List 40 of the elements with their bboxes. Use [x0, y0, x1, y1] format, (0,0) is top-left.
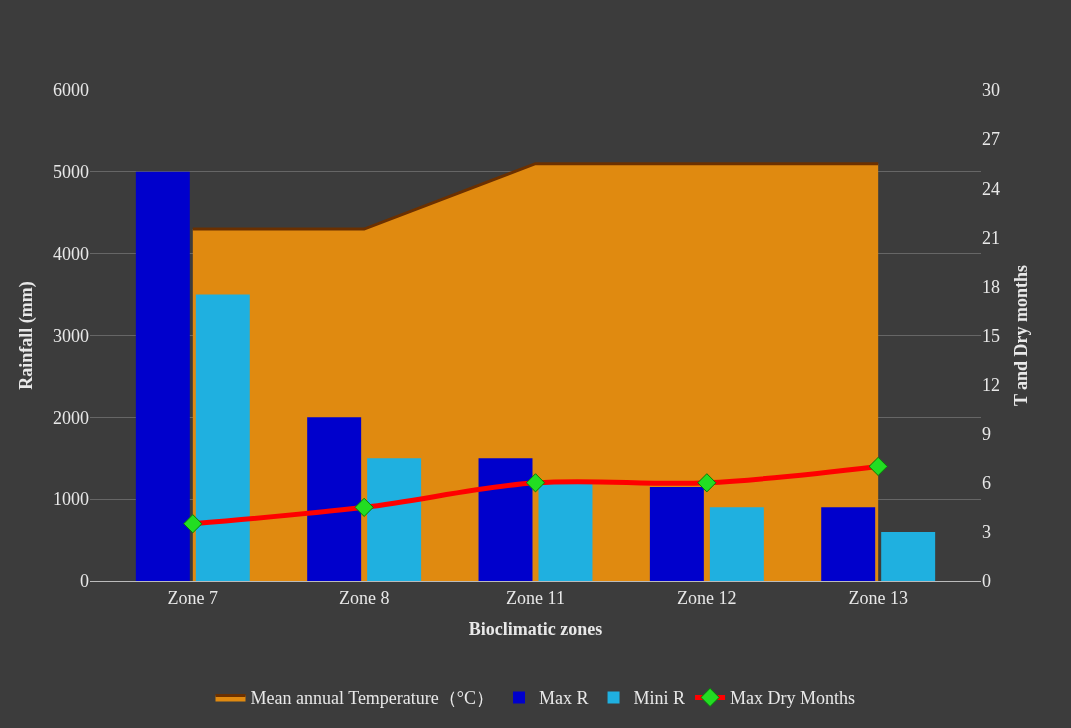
x-axis-title: Bioclimatic zones — [468, 618, 603, 639]
y-axis-title: Rainfall (mm) — [16, 281, 38, 390]
y-tick-label: 2000 — [53, 407, 89, 428]
bar — [367, 458, 422, 581]
bar — [478, 458, 533, 581]
x-tick-label: Zone 8 — [338, 587, 390, 608]
y2-tick-label: 15 — [982, 325, 1000, 346]
x-tick-label: Zone 12 — [677, 587, 737, 608]
y2-tick-label: 24 — [982, 178, 1000, 199]
y2-tick-label: 18 — [982, 276, 1000, 297]
y-tick-label: 3000 — [53, 325, 89, 346]
y2-tick-label: 30 — [982, 80, 1000, 101]
legend-label: Max R — [539, 688, 589, 709]
y-tick-label: 1000 — [53, 489, 89, 510]
y-tick-label: 6000 — [53, 80, 89, 101]
y2-tick-label: 21 — [982, 227, 1000, 248]
y2-tick-label: 3 — [982, 522, 991, 543]
bar — [538, 482, 593, 581]
x-tick-label: Zone 13 — [848, 587, 908, 608]
y-tick-label: 5000 — [53, 162, 89, 183]
bar — [881, 531, 936, 581]
y-tick-label: 0 — [80, 571, 89, 592]
y2-tick-label: 27 — [982, 129, 1000, 150]
y2-tick-label: 12 — [982, 374, 1000, 395]
bar — [821, 507, 876, 581]
x-tick-label: Zone 11 — [506, 587, 565, 608]
y-tick-label: 4000 — [53, 243, 89, 264]
x-tick-label: Zone 7 — [167, 587, 219, 608]
bar — [649, 486, 704, 581]
y2-tick-label: 0 — [982, 571, 991, 592]
bar — [307, 417, 362, 581]
legend-label: Max Dry Months — [730, 688, 856, 709]
legend-label: Mini R — [633, 688, 686, 709]
legend-label: Mean annual Temperature（°C） — [250, 688, 495, 709]
y2-tick-label: 6 — [982, 473, 991, 494]
bar — [709, 507, 764, 581]
bar — [195, 294, 250, 581]
y2-axis-title: T and Dry months — [1011, 264, 1032, 407]
bar — [135, 171, 190, 581]
y2-tick-label: 9 — [982, 424, 991, 444]
